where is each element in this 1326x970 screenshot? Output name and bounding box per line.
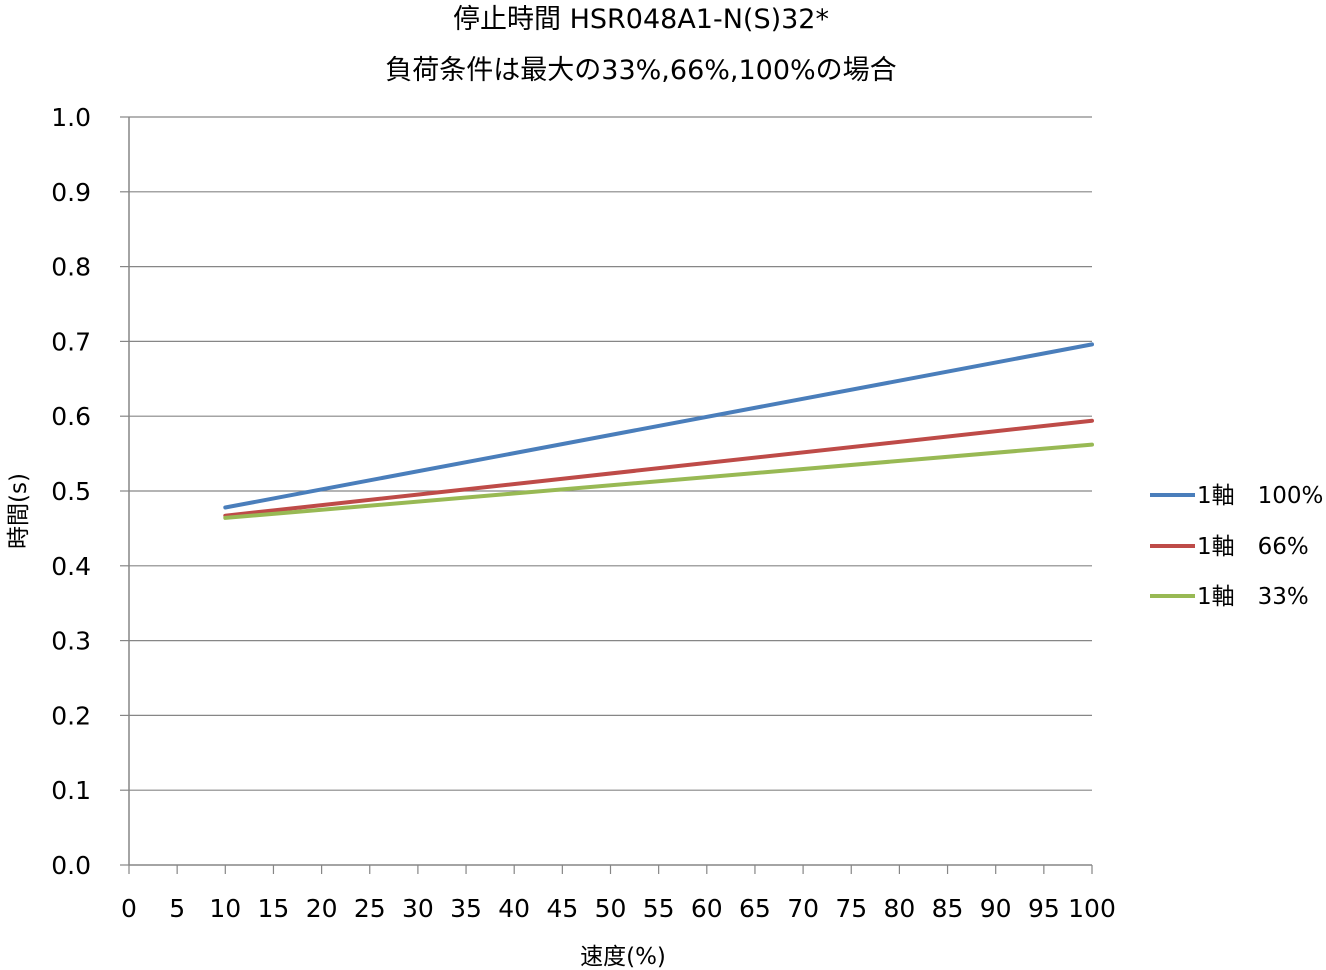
y-tick-label: 0.1: [51, 776, 91, 805]
x-tick-label: 45: [546, 894, 578, 923]
y-tick-label: 0.0: [51, 851, 91, 880]
x-tick-label: 15: [258, 894, 290, 923]
x-tick-label: 95: [1028, 894, 1060, 923]
x-axis-title: 速度(%): [580, 944, 666, 970]
x-tick-label: 85: [932, 894, 964, 923]
y-tick-label: 0.3: [51, 627, 91, 656]
x-tick-labels: 0 5 10 15 20 25 30 35 40 45 50 55 60 65 70 75 80 85 90 95 10…: [121, 894, 1116, 923]
y-axis-title: 時間(s): [6, 473, 32, 549]
chart-title: 停止時間 HSR048A1-N(S)32*: [453, 4, 829, 35]
x-tick-label: 55: [643, 894, 675, 923]
x-tick-label: 5: [169, 894, 185, 923]
x-tick-label: 100: [1068, 894, 1116, 923]
x-tick-label: 60: [691, 894, 723, 923]
y-tick-label: 0.9: [51, 178, 91, 207]
x-tick-label: 0: [121, 894, 137, 923]
axes: [128, 117, 1092, 866]
x-tick-label: 50: [595, 894, 627, 923]
legend-label-3: 1軸 33%: [1197, 584, 1309, 610]
y-tick-label: 0.4: [51, 552, 91, 581]
x-tick-label: 40: [498, 894, 530, 923]
y-tick-label: 0.6: [51, 402, 91, 431]
series-line-1: [223, 342, 1094, 510]
x-tick-label: 70: [787, 894, 819, 923]
chart-subtitle: 負荷条件は最大の33%,66%,100%の場合: [385, 55, 896, 86]
x-tick-label: 90: [980, 894, 1012, 923]
y-tick-label: 0.2: [51, 701, 91, 730]
x-tick-label: 35: [450, 894, 482, 923]
x-tick-label: 80: [883, 894, 915, 923]
x-tick-label: 10: [209, 894, 241, 923]
x-tick-label: 30: [402, 894, 434, 923]
series-line-3: [223, 442, 1094, 520]
series-line-2: [223, 418, 1094, 518]
legend: 1軸 100% 1軸 66% 1軸 33%: [1150, 483, 1323, 610]
y-tick-label: 0.7: [51, 327, 91, 356]
y-tick-label: 0.8: [51, 253, 91, 282]
series-lines: [223, 342, 1094, 520]
legend-label-2: 1軸 66%: [1197, 534, 1309, 560]
y-tick-label: 0.5: [51, 477, 91, 506]
x-tick-label: 75: [835, 894, 867, 923]
y-tick-label: 1.0: [51, 103, 91, 132]
gridlines: [120, 116, 1093, 874]
legend-label-1: 1軸 100%: [1197, 483, 1323, 509]
x-tick-label: 20: [306, 894, 338, 923]
x-tick-label: 25: [354, 894, 386, 923]
y-tick-labels: 0.0 0.1 0.2 0.3 0.4 0.5 0.6 0.7 0.8 0.9 1.0: [51, 103, 91, 880]
x-tick-label: 65: [739, 894, 771, 923]
